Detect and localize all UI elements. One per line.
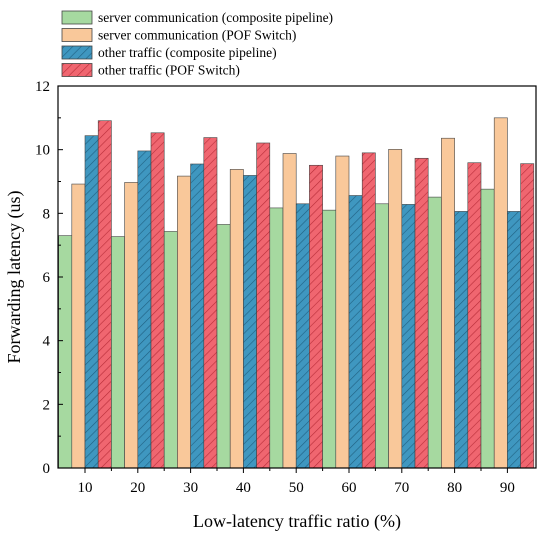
bar-s3-60 [348,195,363,469]
bar-s3-40 [243,175,257,469]
legend-swatch-4 [61,63,93,77]
x-tick-label: 50 [289,480,304,496]
x-tick-label: 70 [394,480,409,496]
bar-s2-90 [493,117,508,469]
bar-s3-70 [401,204,416,469]
bar-s4-70 [414,157,429,469]
legend-label-3: other traffic (composite pipeline) [98,45,277,60]
x-tick-label: 90 [500,480,515,496]
bar-s1-60 [322,209,337,469]
bar-s4-80 [467,162,482,469]
legend-label-1: server communication (composite pipeline… [98,10,333,25]
bar-s1-40 [216,224,231,469]
bar-s1-50 [269,207,284,469]
y-tick-label: 12 [35,79,50,95]
bar-s2-30 [177,175,191,469]
y-tick-label: 8 [43,206,51,222]
bar-s2-60 [335,155,350,469]
legend-label-2: server communication (POF Switch) [98,28,296,43]
bar-s2-10 [71,183,86,469]
y-tick-label: 2 [43,397,51,413]
y-tick-label: 4 [43,334,51,350]
bar-s4-20 [150,132,165,469]
bar-s3-10 [84,135,99,469]
legend-swatch-1 [61,10,93,25]
bar-s4-30 [203,137,218,469]
bar-s4-50 [309,164,323,469]
x-tick-label: 30 [183,480,198,496]
bar-s3-30 [190,163,205,469]
y-tick-label: 6 [43,270,51,286]
legend-swatch-2 [61,28,93,42]
bar-s2-50 [282,153,297,469]
bar-s3-50 [295,203,310,469]
bar-s1-80 [427,196,442,469]
bar-s3-20 [137,150,152,469]
bar-s4-10 [97,120,112,469]
x-axis-label: Low-latency traffic ratio (%) [193,511,401,532]
bar-s1-30 [163,231,178,469]
bar-s1-70 [375,203,389,469]
x-tick-label: 10 [78,480,93,496]
legend-swatch-3 [61,45,93,60]
bar-s2-20 [124,182,139,469]
legend-label-4: other traffic (POF Switch) [98,63,240,78]
y-axis-label: Forwarding latency (us) [4,191,25,364]
bars-group [58,117,535,469]
plot-frame [57,85,537,469]
bar-s1-20 [111,236,125,469]
bar-s3-80 [454,211,469,469]
y-tick-label: 10 [35,143,50,159]
y-tick-label: 0 [43,461,51,477]
x-tick-label: 60 [342,480,357,496]
x-tick-label: 40 [236,480,251,496]
bar-s2-40 [229,169,244,469]
x-tick-label: 80 [447,480,462,496]
bar-s3-90 [507,211,521,469]
bar-s4-90 [520,163,535,469]
bar-s1-10 [58,235,73,469]
bar-s4-60 [361,152,376,469]
x-tick-label: 20 [130,480,145,496]
bar-s4-40 [256,142,271,469]
legend: server communication (composite pipeline… [61,10,333,78]
bar-s2-70 [388,149,403,469]
bar-s1-90 [480,188,495,469]
bar-s2-80 [441,137,455,469]
x-axis-ticks: 10 20 30 40 50 60 70 80 90 [78,468,515,496]
